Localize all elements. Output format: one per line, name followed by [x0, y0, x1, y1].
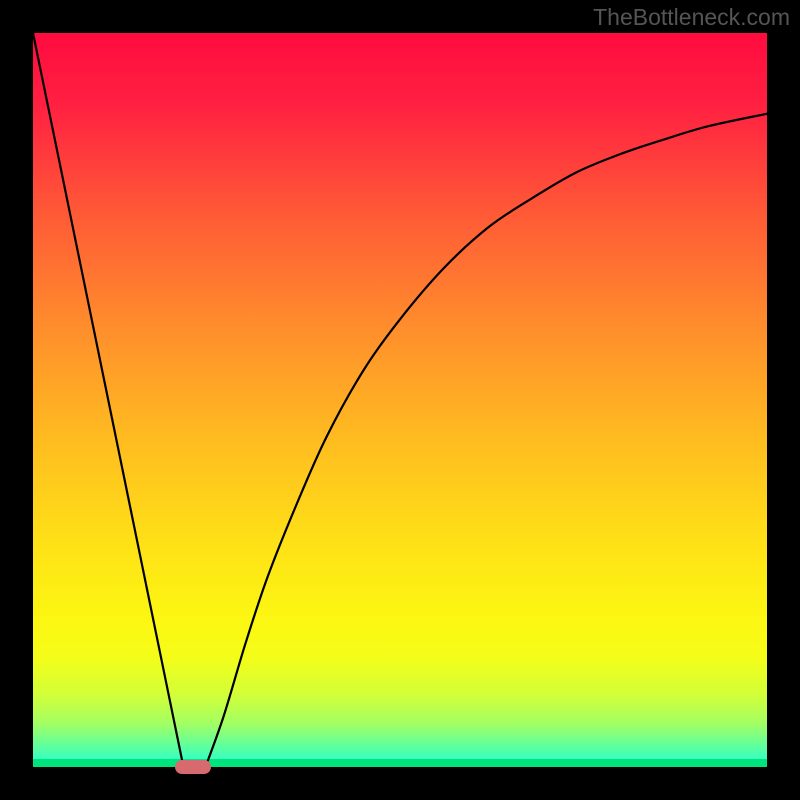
right-rising-curve — [205, 114, 767, 767]
chart-container: { "canvas": { "width": 800, "height": 80… — [0, 0, 800, 800]
left-descending-line — [33, 33, 183, 767]
watermark-text: TheBottleneck.com — [593, 4, 790, 31]
curve-layer — [0, 0, 800, 800]
minimum-marker — [175, 760, 212, 774]
